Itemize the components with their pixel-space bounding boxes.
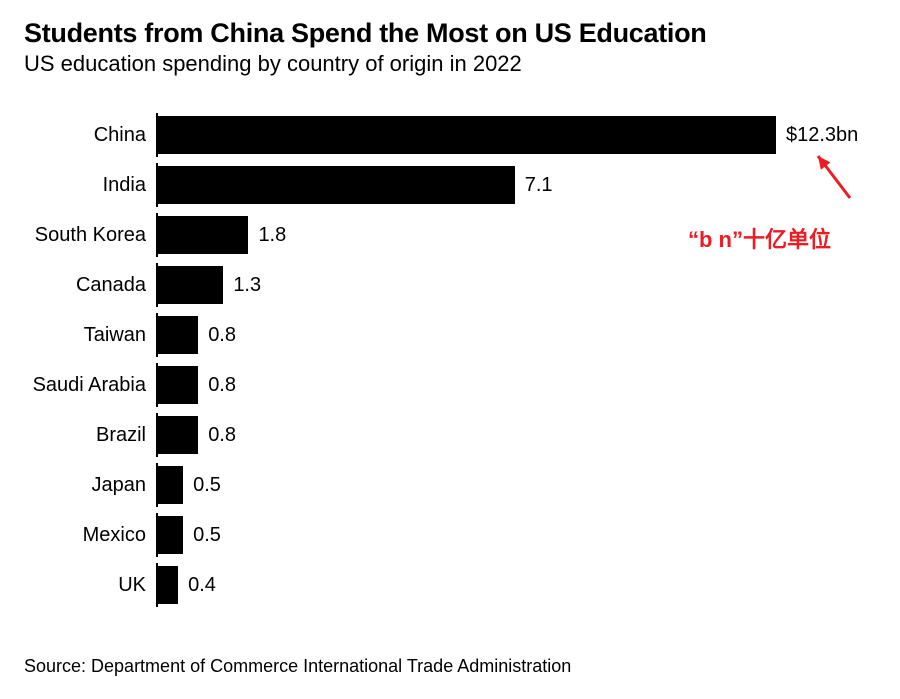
category-label: Mexico: [24, 524, 156, 547]
category-label: Japan: [24, 474, 156, 497]
value-label: 0.4: [188, 574, 216, 597]
category-label: India: [24, 174, 156, 197]
bar-row: UK 0.4: [24, 563, 876, 607]
value-label: 1.3: [233, 274, 261, 297]
bar-track: 7.1: [156, 163, 778, 207]
category-label: Saudi Arabia: [24, 374, 156, 397]
category-label: UK: [24, 574, 156, 597]
bar-track: 0.8: [156, 413, 778, 457]
bar: [158, 116, 776, 154]
bar-track: 1.8: [156, 213, 778, 257]
bar-row: Saudi Arabia 0.8: [24, 363, 876, 407]
bar-row: Brazil 0.8: [24, 413, 876, 457]
bar-row: India 7.1: [24, 163, 876, 207]
bar-track: 0.5: [156, 463, 778, 507]
value-label: 0.5: [193, 524, 221, 547]
value-label: 0.5: [193, 474, 221, 497]
bar-track: 0.4: [156, 563, 778, 607]
bar-row: Mexico 0.5: [24, 513, 876, 557]
category-label: Taiwan: [24, 324, 156, 347]
chart-container: Students from China Spend the Most on US…: [0, 0, 900, 699]
bar-row: Japan 0.5: [24, 463, 876, 507]
bar-row: China $12.3bn: [24, 113, 876, 157]
category-label: Canada: [24, 274, 156, 297]
chart-source: Source: Department of Commerce Internati…: [24, 656, 571, 677]
value-label: $12.3bn: [786, 124, 858, 147]
bar-track: $12.3bn: [156, 113, 858, 157]
bar-track: 0.8: [156, 363, 778, 407]
chart-title: Students from China Spend the Most on US…: [24, 18, 876, 49]
category-label: Brazil: [24, 424, 156, 447]
bar-row: Taiwan 0.8: [24, 313, 876, 357]
bar: [158, 516, 183, 554]
value-label: 0.8: [208, 424, 236, 447]
category-label: South Korea: [24, 224, 156, 247]
annotation-label: “b n”十亿单位: [688, 222, 831, 254]
bar: [158, 566, 178, 604]
bar-row: Canada 1.3: [24, 263, 876, 307]
category-label: China: [24, 124, 156, 147]
value-label: 1.8: [258, 224, 286, 247]
bar: [158, 366, 198, 404]
bar: [158, 216, 248, 254]
bar-track: 1.3: [156, 263, 778, 307]
bar: [158, 266, 223, 304]
bar: [158, 316, 198, 354]
bar: [158, 466, 183, 504]
bar: [158, 416, 198, 454]
chart-subtitle: US education spending by country of orig…: [24, 51, 876, 77]
value-label: 7.1: [525, 174, 553, 197]
bar: [158, 166, 515, 204]
bar-track: 0.8: [156, 313, 778, 357]
chart-area: China $12.3bn India 7.1 South Korea 1.8 Canada…: [24, 113, 876, 607]
bar-track: 0.5: [156, 513, 778, 557]
value-label: 0.8: [208, 374, 236, 397]
value-label: 0.8: [208, 324, 236, 347]
